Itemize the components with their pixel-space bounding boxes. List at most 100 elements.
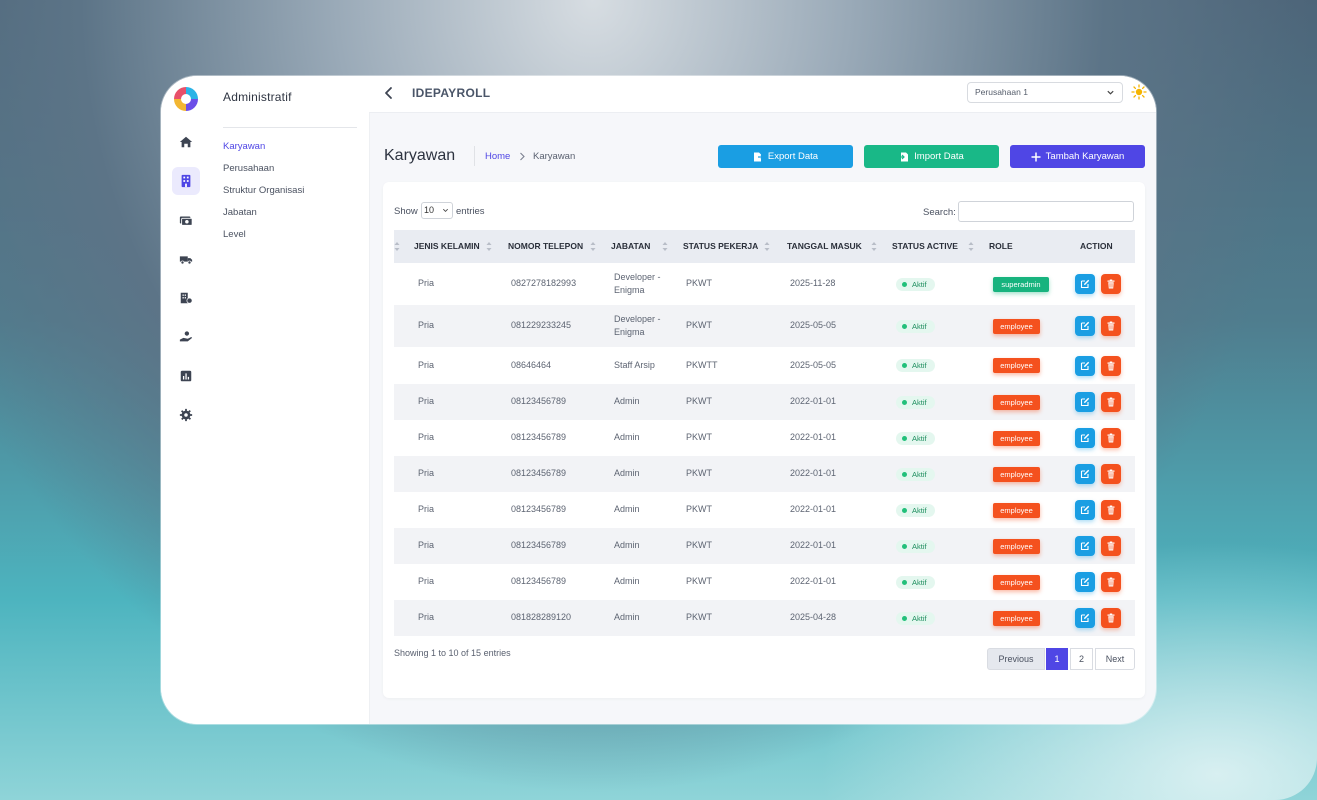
- pagination-previous[interactable]: Previous: [987, 648, 1045, 670]
- export-data-button[interactable]: Export Data: [718, 145, 853, 168]
- edit-icon: [1080, 613, 1090, 623]
- cell-nomor-telepon: 0827278182993: [511, 278, 577, 288]
- sort-icon[interactable]: [662, 241, 668, 252]
- sun-icon[interactable]: [1131, 84, 1147, 100]
- breadcrumb-current: Karyawan: [533, 151, 576, 162]
- top-bar: IDEPAYROLL Perusahaan 1: [369, 76, 1156, 113]
- delete-button[interactable]: [1101, 536, 1121, 556]
- edit-button[interactable]: [1075, 464, 1095, 484]
- table-header: JENIS KELAMIN NOMOR TELEPON JABATAN STAT…: [394, 230, 1135, 263]
- rail-reimburse[interactable]: [172, 323, 200, 351]
- import-data-button[interactable]: Import Data: [864, 145, 999, 168]
- sort-icon[interactable]: [871, 241, 877, 252]
- role-badge: employee: [993, 502, 1040, 518]
- sidebar-item-jabatan[interactable]: Jabatan: [223, 207, 257, 218]
- cell-tanggal-masuk: 2025-05-05: [790, 359, 837, 370]
- sort-icon[interactable]: [590, 241, 596, 252]
- cell-status-pekerja: PKWT: [686, 540, 712, 550]
- rail-transport[interactable]: [172, 245, 200, 273]
- edit-button[interactable]: [1075, 274, 1095, 294]
- cell-jenis-kelamin: Pria: [418, 576, 435, 586]
- delete-button[interactable]: [1101, 392, 1121, 412]
- cell-jabatan: Admin: [614, 504, 640, 514]
- entries-per-page-value: 10: [424, 205, 435, 215]
- cell-jenis-kelamin: Pria: [418, 468, 435, 478]
- column-status-active[interactable]: STATUS ACTIVE: [892, 241, 958, 251]
- column-status-pekerja[interactable]: STATUS PEKERJA: [683, 241, 759, 251]
- rail-office[interactable]: [172, 284, 200, 312]
- cell-tanggal-masuk: 2022-01-01: [790, 396, 837, 406]
- edit-button[interactable]: [1075, 572, 1095, 592]
- cell-tanggal-masuk: 2025-04-28: [790, 612, 837, 622]
- sort-icon[interactable]: [968, 241, 974, 252]
- breadcrumb-home[interactable]: Home: [485, 151, 511, 162]
- app-window: Administratif Karyawan Perusahaan Strukt…: [161, 76, 1156, 724]
- delete-button[interactable]: [1101, 316, 1121, 336]
- column-jabatan[interactable]: JABATAN: [611, 241, 651, 251]
- column-role[interactable]: ROLE: [989, 241, 1013, 251]
- edit-button[interactable]: [1075, 608, 1095, 628]
- back-chevron-icon[interactable]: [383, 86, 395, 100]
- delete-button[interactable]: [1101, 355, 1121, 376]
- sidebar-item-level[interactable]: Level: [223, 229, 246, 240]
- edit-button[interactable]: [1075, 316, 1095, 336]
- pagination-page-1[interactable]: 1: [1046, 648, 1068, 670]
- search-input[interactable]: [958, 201, 1134, 222]
- employee-table-card: Show 10 entries Search: JENIS KELAMIN NO…: [383, 182, 1145, 698]
- export-data-label: Export Data: [767, 151, 819, 162]
- rail-settings[interactable]: [172, 401, 200, 429]
- trash-icon: [1107, 613, 1115, 623]
- delete-button[interactable]: [1101, 274, 1121, 294]
- file-import-icon: [899, 152, 909, 161]
- rail-administratif[interactable]: [172, 167, 200, 195]
- role-badge: employee: [993, 358, 1040, 373]
- chart-icon: [180, 370, 192, 382]
- status-badge: Aktif: [896, 611, 935, 625]
- tambah-karyawan-button[interactable]: Tambah Karyawan: [1010, 145, 1145, 168]
- sidebar-item-karyawan[interactable]: Karyawan: [223, 141, 266, 152]
- trash-icon: [1107, 361, 1115, 370]
- rail-payroll[interactable]: [172, 206, 200, 234]
- table-row: Pria 0827278182993 Developer - Enigma PKWT 2…: [394, 263, 1135, 305]
- status-badge: Aktif: [896, 539, 935, 553]
- cell-status-pekerja: PKWT: [686, 576, 712, 586]
- delete-button[interactable]: [1101, 572, 1121, 592]
- pagination-page-2[interactable]: 2: [1070, 648, 1093, 670]
- role-badge: employee: [993, 394, 1040, 410]
- role-badge: employee: [993, 318, 1040, 334]
- chevron-down-icon: [1107, 90, 1114, 95]
- edit-button[interactable]: [1075, 500, 1095, 520]
- rail-report[interactable]: [172, 362, 200, 390]
- role-badge: employee: [993, 430, 1040, 446]
- delete-button[interactable]: [1101, 608, 1121, 628]
- delete-button[interactable]: [1101, 464, 1121, 484]
- sidebar-item-perusahaan[interactable]: Perusahaan: [223, 163, 275, 174]
- pagination-next[interactable]: Next: [1095, 648, 1135, 670]
- delete-button[interactable]: [1101, 500, 1121, 520]
- edit-button[interactable]: [1075, 355, 1095, 376]
- rail-home[interactable]: [172, 128, 200, 156]
- trash-icon: [1107, 505, 1115, 515]
- edit-button[interactable]: [1075, 428, 1095, 448]
- role-badge: employee: [993, 466, 1040, 482]
- company-select[interactable]: Perusahaan 1: [967, 82, 1123, 103]
- gear-icon: [179, 408, 193, 422]
- cell-jabatan: Admin: [614, 396, 640, 406]
- column-jenis-kelamin[interactable]: JENIS KELAMIN: [414, 241, 480, 251]
- sort-icon[interactable]: [764, 241, 770, 252]
- column-tanggal-masuk[interactable]: TANGGAL MASUK: [787, 241, 862, 251]
- chevron-down-icon: [443, 208, 448, 212]
- column-nomor-telepon[interactable]: NOMOR TELEPON: [508, 241, 584, 251]
- delete-button[interactable]: [1101, 428, 1121, 448]
- cell-nomor-telepon: 08123456789: [511, 540, 567, 550]
- table-row: Pria 081229233245 Developer - Enigma PKWT 20…: [394, 305, 1135, 347]
- cell-nomor-telepon: 08646464: [511, 359, 552, 370]
- edit-button[interactable]: [1075, 392, 1095, 412]
- sidebar-item-struktur-organisasi[interactable]: Struktur Organisasi: [223, 185, 305, 196]
- table-row: Pria 081828289120 Admin PKWT 2025-04-28 Aktif…: [394, 600, 1135, 636]
- sort-icon[interactable]: [486, 241, 492, 252]
- edit-button[interactable]: [1075, 536, 1095, 556]
- sort-icon[interactable]: [394, 241, 400, 252]
- entries-per-page-select[interactable]: 10: [421, 202, 453, 219]
- divider: [223, 127, 357, 128]
